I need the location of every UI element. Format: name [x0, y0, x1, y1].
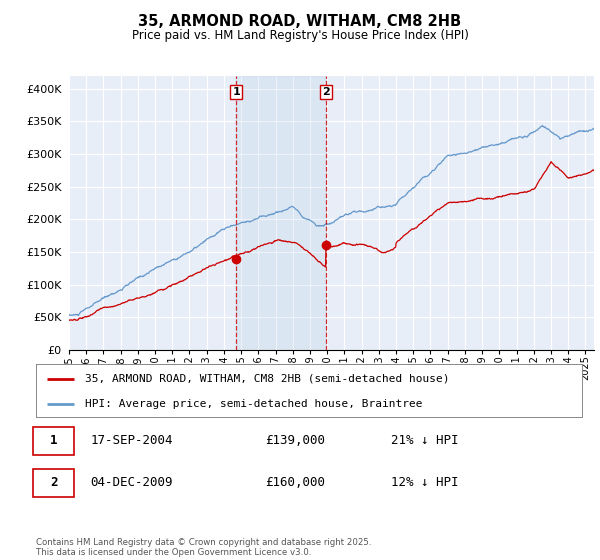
FancyBboxPatch shape: [33, 427, 74, 455]
Text: 04-DEC-2009: 04-DEC-2009: [91, 477, 173, 489]
FancyBboxPatch shape: [33, 469, 74, 497]
Text: £139,000: £139,000: [265, 435, 325, 447]
Text: HPI: Average price, semi-detached house, Braintree: HPI: Average price, semi-detached house,…: [85, 399, 422, 409]
Bar: [236, 76, 326, 350]
Text: 35, ARMOND ROAD, WITHAM, CM8 2HB (semi-detached house): 35, ARMOND ROAD, WITHAM, CM8 2HB (semi-d…: [85, 374, 449, 384]
Text: £160,000: £160,000: [265, 477, 325, 489]
Text: 35, ARMOND ROAD, WITHAM, CM8 2HB: 35, ARMOND ROAD, WITHAM, CM8 2HB: [139, 14, 461, 29]
Text: Contains HM Land Registry data © Crown copyright and database right 2025.
This d: Contains HM Land Registry data © Crown c…: [36, 538, 371, 557]
Text: 21% ↓ HPI: 21% ↓ HPI: [391, 435, 458, 447]
Text: 1: 1: [232, 87, 240, 97]
Text: Price paid vs. HM Land Registry's House Price Index (HPI): Price paid vs. HM Land Registry's House …: [131, 29, 469, 42]
Text: 12% ↓ HPI: 12% ↓ HPI: [391, 477, 458, 489]
Text: 2: 2: [50, 477, 58, 489]
Text: 1: 1: [50, 435, 58, 447]
Text: 2: 2: [322, 87, 329, 97]
Text: 17-SEP-2004: 17-SEP-2004: [91, 435, 173, 447]
